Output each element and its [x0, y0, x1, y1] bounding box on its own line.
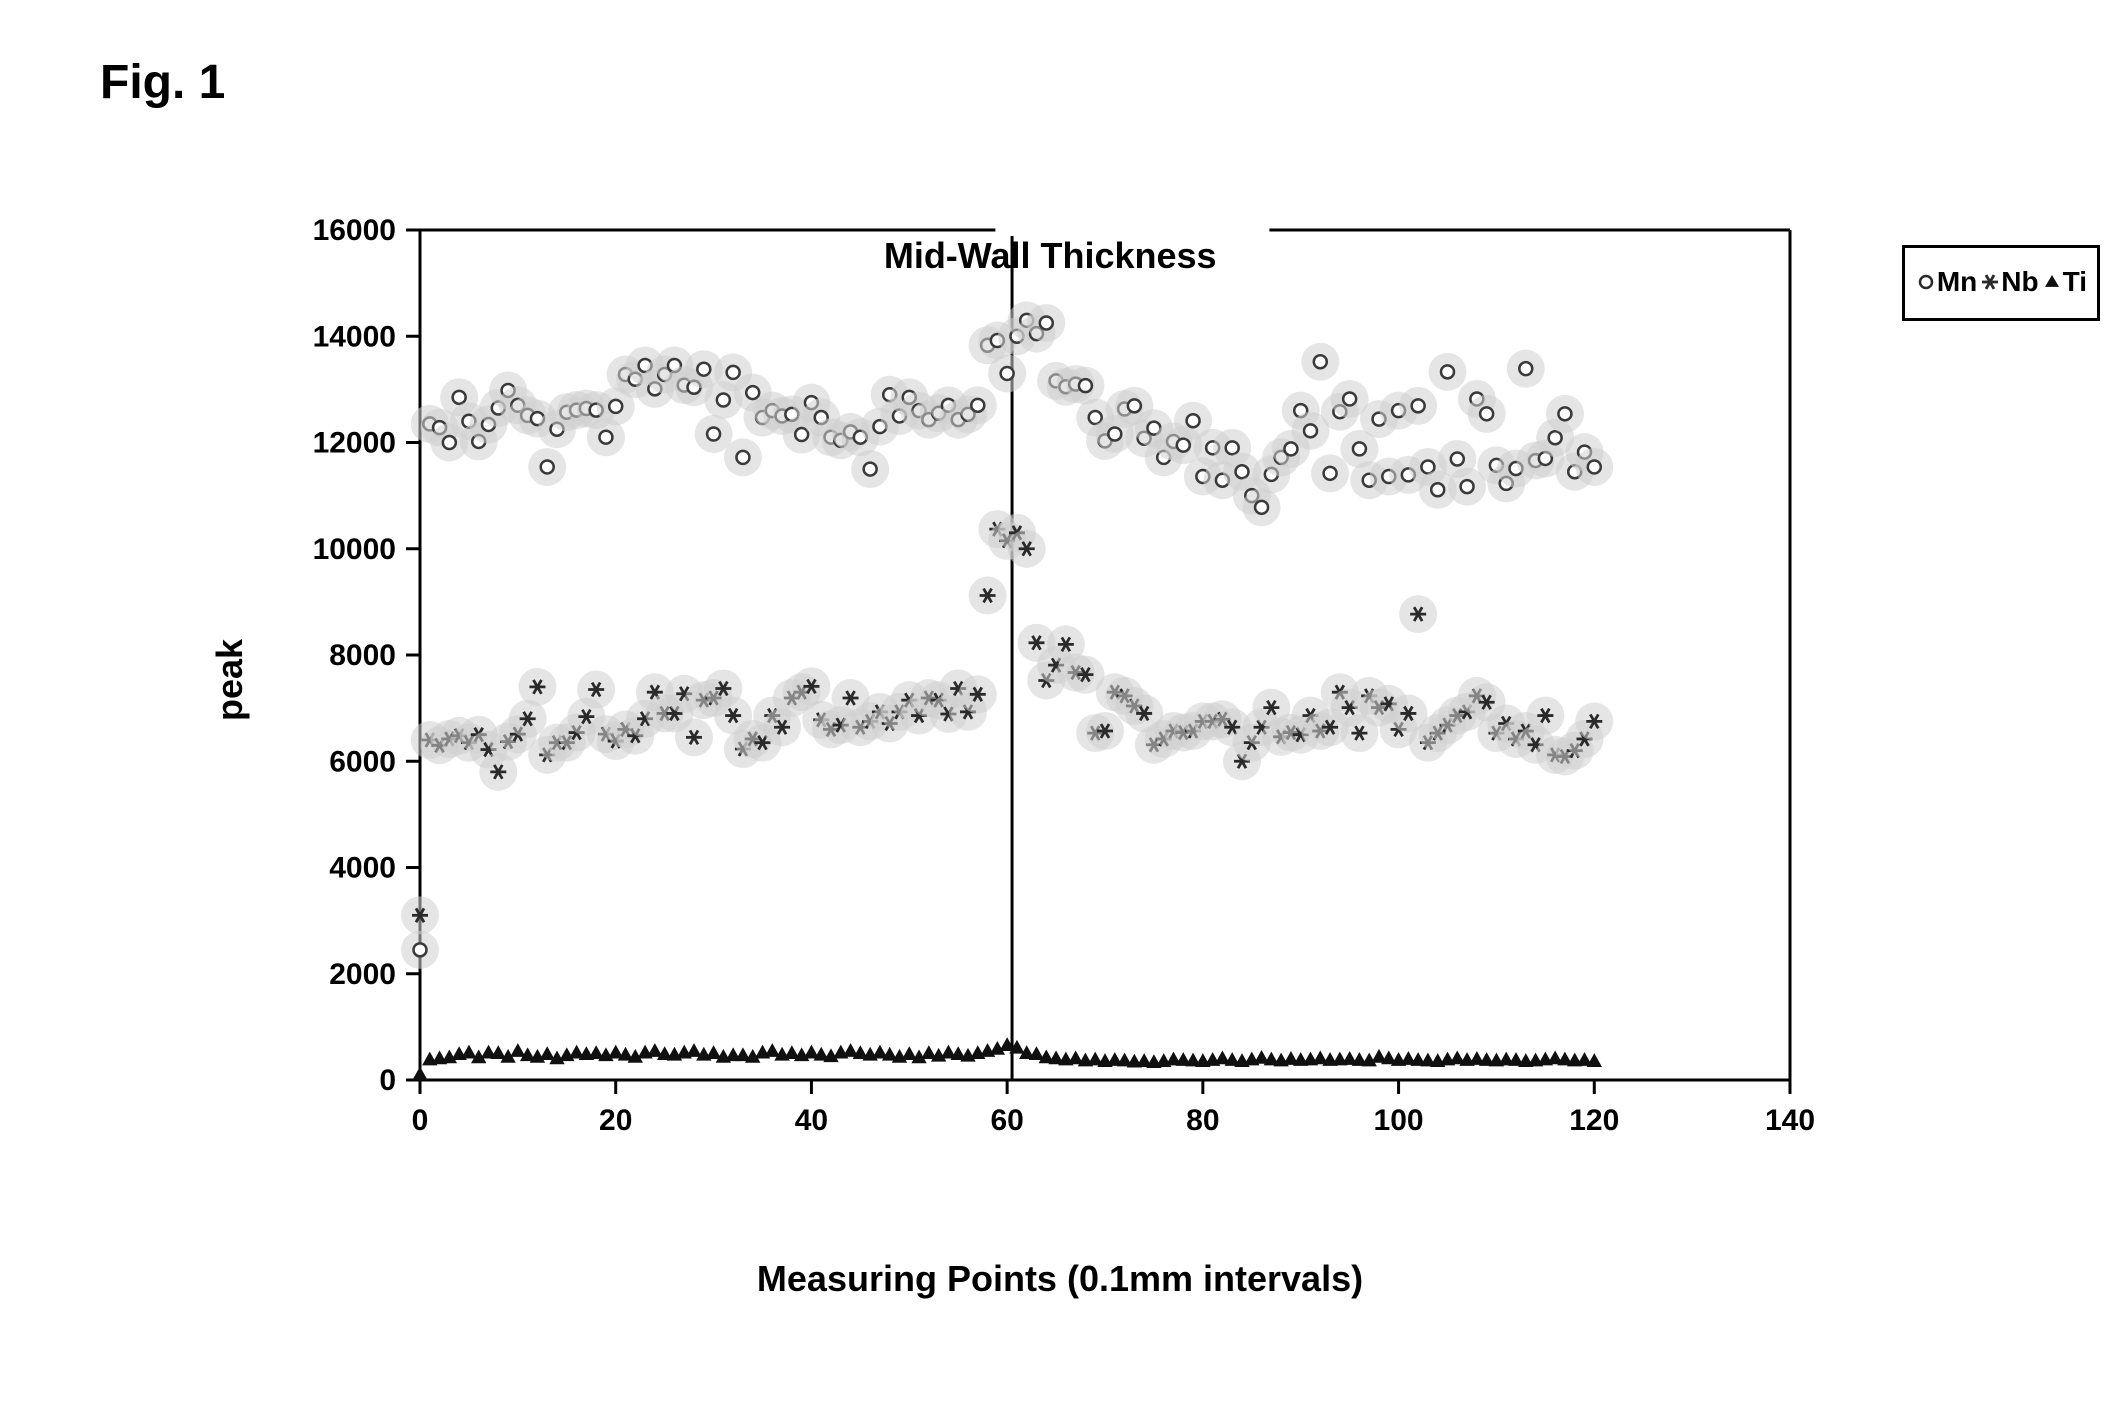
y-tick-label: 14000: [313, 320, 396, 353]
y-tick-label: 0: [379, 1064, 396, 1097]
x-tick-label: 20: [599, 1104, 632, 1137]
legend-item-ti: Ti: [2041, 266, 2087, 298]
y-tick-label: 12000: [313, 427, 396, 460]
x-tick-label: 0: [412, 1104, 429, 1137]
y-axis-label: peak: [209, 639, 251, 721]
figure-label: Fig. 1: [100, 55, 225, 110]
x-tick-label: 140: [1765, 1104, 1815, 1137]
scatter-plot: 0 2000 4000 6000 8000 10000 12000 14000 16000 0 20…: [300, 200, 1820, 1160]
x-tick-label: 60: [990, 1104, 1023, 1137]
x-tick-label: 40: [795, 1104, 828, 1137]
y-tick-label: 6000: [329, 745, 396, 778]
legend-label: Nb: [2001, 266, 2038, 298]
y-tick-label: 4000: [329, 852, 396, 885]
legend-label: Mn: [1937, 266, 1977, 298]
chart-container: peak 02000400060008000100001200014000160…: [300, 200, 1820, 1160]
legend-item-nb: Nb: [1979, 266, 2038, 298]
chart-title: Mid-Wall Thickness: [884, 235, 1217, 276]
legend-item-mn: Mn: [1915, 266, 1977, 298]
legend-label: Ti: [2063, 266, 2087, 298]
x-tick-label: 100: [1374, 1104, 1424, 1137]
y-tick-label: 8000: [329, 639, 396, 672]
y-tick-label: 10000: [313, 533, 396, 566]
legend: Mn Nb Ti: [1902, 245, 2100, 321]
y-tick-label: 16000: [313, 214, 396, 247]
x-tick-label: 120: [1569, 1104, 1619, 1137]
y-tick-label: 2000: [329, 958, 396, 991]
x-axis-label: Measuring Points (0.1mm intervals): [757, 1258, 1363, 1300]
x-tick-label: 80: [1186, 1104, 1219, 1137]
